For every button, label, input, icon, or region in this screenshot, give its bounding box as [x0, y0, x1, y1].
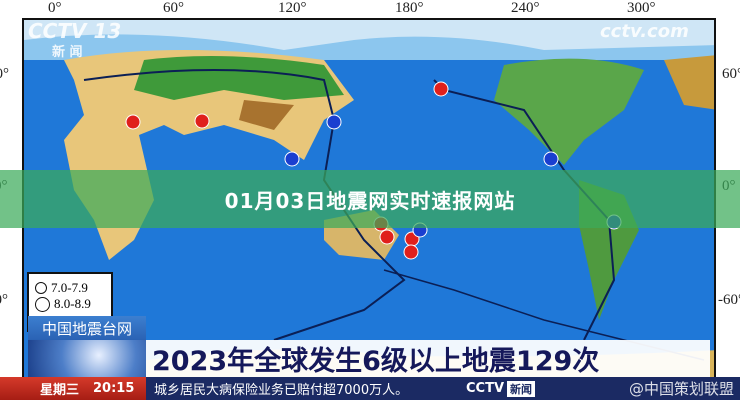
- left-axis-label: -60°: [0, 292, 8, 308]
- right-axis-label: -60°: [718, 292, 740, 308]
- cctv-news-logo: CCTV 新闻: [466, 380, 536, 397]
- top-axis-label: 0°: [48, 0, 62, 16]
- top-axis-label: 120°: [278, 0, 307, 16]
- earthquake-marker-major: [433, 81, 449, 97]
- earthquake-marker: [284, 151, 300, 167]
- circle-icon: [35, 296, 50, 312]
- earthquake-marker-major: [125, 114, 141, 130]
- cctv13-logo: CCTV 13: [28, 19, 122, 43]
- left-axis-label: 60°: [0, 66, 9, 82]
- top-axis-label: 240°: [511, 0, 540, 16]
- channel-sub-logo: 新 闻: [52, 45, 83, 60]
- weibo-watermark: @中国策划联盟: [628, 380, 734, 398]
- earthquake-marker-major: [403, 244, 419, 260]
- news-ticker: 星期三 20:15 城乡居民大病保险业务已赔付超7000万人。 CCTV 新闻 @…: [0, 377, 740, 400]
- title-banner: 01月03日地震网实时速报网站: [0, 170, 740, 228]
- news-tag: 新闻: [507, 380, 536, 397]
- earthquake-marker-major: [194, 113, 210, 129]
- top-axis-label: 300°: [627, 0, 656, 16]
- earthquake-marker: [543, 151, 559, 167]
- weekday: 星期三: [40, 383, 80, 398]
- ticker-text: 城乡居民大病保险业务已赔付超7000万人。: [154, 383, 409, 398]
- date-time-box: 星期三 20:15: [0, 377, 146, 400]
- earthquake-marker: [326, 114, 342, 130]
- site-logo: cctv.com: [600, 21, 689, 42]
- legend-label: 8.0-8.9: [54, 296, 91, 311]
- circle-icon: [35, 282, 47, 294]
- banner-title: 01月03日地震网实时速报网站: [224, 188, 516, 213]
- headline: 2023年全球发生6级以上地震129次: [146, 340, 710, 377]
- globe-graphic: [28, 340, 146, 378]
- earthquake-marker-major: [379, 229, 395, 245]
- legend-label: 7.0-7.9: [51, 280, 88, 295]
- source-label: 中国地震台网: [28, 316, 146, 340]
- right-axis-label: 60°: [722, 66, 740, 82]
- cctv-logo-text: CCTV: [466, 381, 505, 396]
- top-axis-label: 60°: [163, 0, 184, 16]
- top-axis-label: 180°: [395, 0, 424, 16]
- time: 20:15: [93, 381, 135, 396]
